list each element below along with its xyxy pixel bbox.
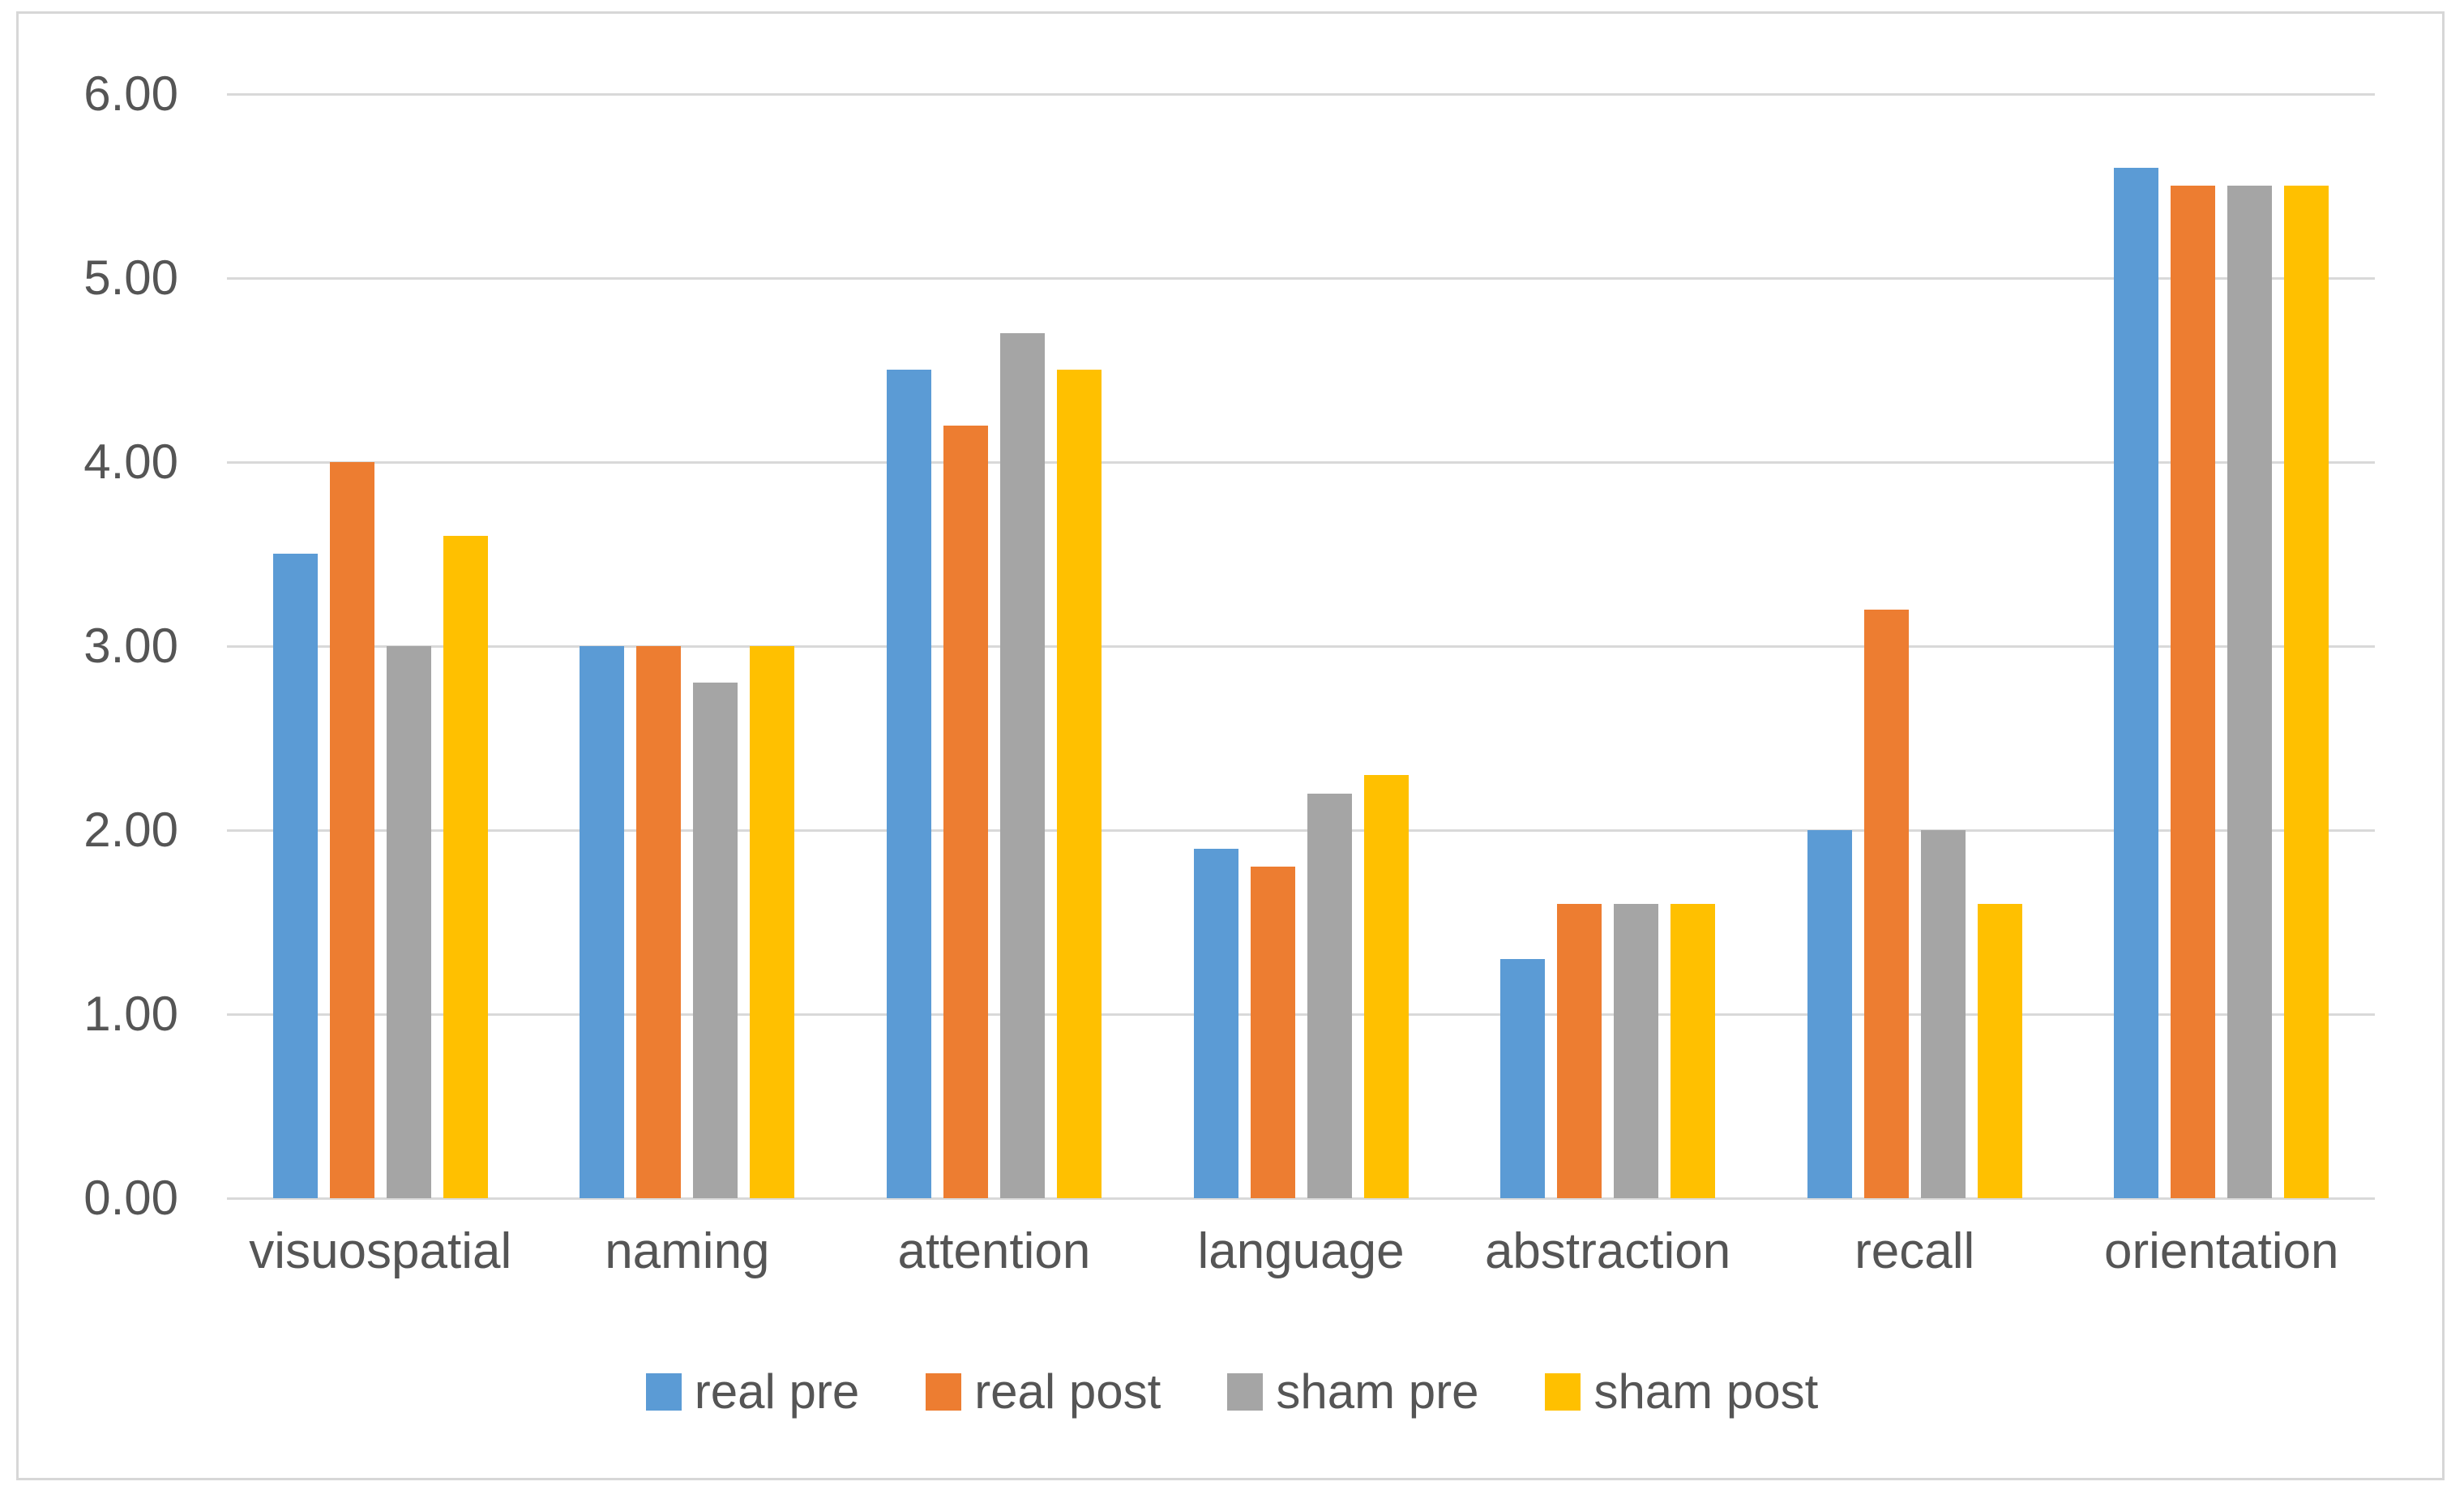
legend-item: real pre [645,1364,860,1420]
bar-group [1454,94,1761,1198]
bar [1363,775,1409,1198]
gridline [227,461,2375,464]
y-tick-label: 6.00 [83,66,178,121]
legend-label: real pre [694,1364,860,1419]
legend-marker [1545,1372,1581,1411]
category-label: attention [897,1223,1091,1279]
bar-groups-layer [227,94,2375,1198]
bar [443,536,488,1198]
bar [886,370,931,1198]
y-tick-label: 3.00 [83,619,178,673]
y-tick-label: 2.00 [83,803,178,857]
bar [2227,186,2273,1198]
gridline [227,645,2375,648]
bar [1670,904,1716,1198]
legend-marker [926,1372,962,1411]
bar [1807,830,1852,1198]
gridline [227,1013,2375,1016]
bar [272,554,318,1198]
gridline [227,277,2375,280]
bar [1056,370,1102,1198]
category-label: abstraction [1484,1223,1731,1279]
bar [2114,168,2159,1198]
bar [999,333,1045,1198]
bar [1193,849,1238,1198]
category-label: orientation [2103,1223,2339,1279]
legend-label: sham post [1593,1364,1819,1419]
bar [329,462,374,1198]
category-label: visuospatial [249,1223,512,1279]
legend-marker [645,1372,682,1411]
bar [1863,610,1909,1198]
bar [1250,867,1295,1198]
x-axis: visuospatial naming attention language abstr… [227,1223,2375,1280]
legend-marker [1227,1372,1264,1411]
y-tick-label: 1.00 [83,987,178,1041]
gridline [227,93,2375,96]
bar-group [227,94,534,1198]
bar [1557,904,1602,1198]
bar [943,426,988,1198]
bar [1920,830,1966,1198]
bar [386,646,431,1198]
y-tick-label: 4.00 [83,435,178,489]
bar-group [841,94,1148,1198]
bar [1307,794,1352,1198]
bar [580,646,625,1198]
bar [2284,186,2329,1198]
bar [2171,186,2216,1198]
y-tick-label: 0.00 [83,1171,178,1225]
bar [693,683,738,1198]
bar [1614,904,1659,1198]
bar-group [1761,94,2068,1198]
legend-item: real post [926,1364,1161,1420]
legend: real pre real post sham pre sham post [0,1364,2464,1420]
legend-item: sham post [1545,1364,1818,1420]
legend-item: sham pre [1227,1364,1478,1420]
bar-group [2068,94,2375,1198]
category-label: recall [1854,1223,1975,1279]
gridline [227,829,2375,832]
legend-label: real post [974,1364,1161,1419]
plot-area [227,93,2375,1200]
bar [1977,904,2022,1198]
category-label: naming [605,1223,770,1279]
gridline [227,1197,2375,1200]
category-label: language [1197,1223,1405,1279]
bar [750,646,795,1198]
y-tick-label: 5.00 [83,250,178,305]
bar-group [534,94,841,1198]
bar [1500,959,1546,1198]
bar [636,646,682,1198]
legend-label: sham pre [1276,1364,1479,1419]
bar-group [1148,94,1455,1198]
